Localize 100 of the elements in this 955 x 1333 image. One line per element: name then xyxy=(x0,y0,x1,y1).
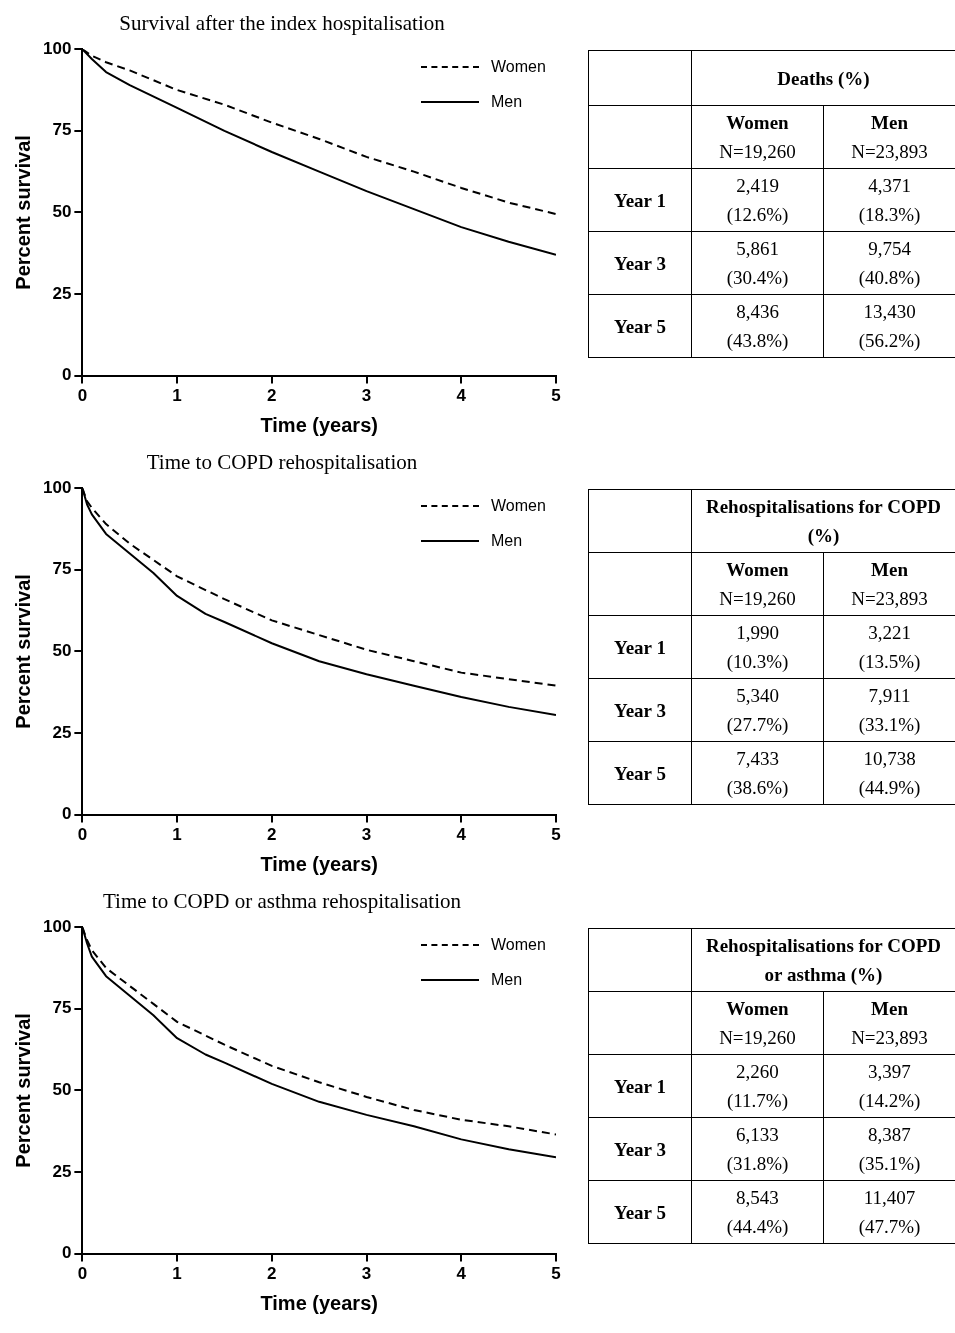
x-tick-label: 2 xyxy=(267,1264,277,1284)
text: 5,340 xyxy=(736,685,779,706)
text: Men xyxy=(871,112,908,133)
y-tick-label: 50 xyxy=(52,641,72,661)
y-axis-title: Percent survival xyxy=(11,135,34,290)
text: N=23,893 xyxy=(851,588,928,609)
y-tick-label: 50 xyxy=(52,1080,72,1100)
y-tick-label: 0 xyxy=(61,365,72,385)
x-axis-title: Time (years) xyxy=(260,1291,378,1314)
y-tick-label: 0 xyxy=(61,1243,72,1263)
y-tick-label: 25 xyxy=(52,283,72,303)
chart-title: Time to COPD rehospitalisation xyxy=(146,450,418,475)
text: N=19,260 xyxy=(719,1027,796,1048)
x-tick-label: 5 xyxy=(551,1264,561,1284)
x-tick-label: 5 xyxy=(551,825,561,845)
x-tick-label: 3 xyxy=(361,386,372,406)
text: 6,133 xyxy=(736,1124,779,1145)
text: 2,260 xyxy=(736,1061,779,1082)
text: 8,436 xyxy=(736,301,779,322)
text: Men xyxy=(871,998,908,1019)
y-tick-label: 100 xyxy=(42,38,72,58)
text: 1,990 xyxy=(736,622,779,643)
y-tick-label: 25 xyxy=(52,1161,72,1181)
y-tick-label: 75 xyxy=(52,559,72,579)
text: (40.8%) xyxy=(858,267,921,288)
text: 5,861 xyxy=(736,238,779,259)
text: 2,419 xyxy=(736,175,779,196)
x-tick-label: 0 xyxy=(77,1264,88,1284)
y-axis-title: Percent survival xyxy=(11,1013,34,1168)
x-tick-label: 1 xyxy=(172,1264,182,1284)
x-tick-label: 2 xyxy=(267,386,277,406)
text: 3,221 xyxy=(868,622,911,643)
text: 10,738 xyxy=(863,748,916,769)
legend-label: Women xyxy=(491,496,546,515)
y-tick-label: 0 xyxy=(61,804,72,824)
x-tick-label: 4 xyxy=(456,386,467,406)
text: (10.3%) xyxy=(726,651,789,672)
x-axis-title: Time (years) xyxy=(260,413,378,436)
text: 4,371 xyxy=(868,175,911,196)
text: (43.8%) xyxy=(726,330,789,351)
x-tick-label: 5 xyxy=(551,386,561,406)
text: Year 3 xyxy=(588,678,692,742)
text: (12.6%) xyxy=(726,204,789,225)
legend-label: Men xyxy=(491,531,523,550)
y-tick-label: 75 xyxy=(52,120,72,140)
text: 7,911 xyxy=(868,685,911,706)
y-tick-label: 100 xyxy=(42,916,72,936)
text: N=23,893 xyxy=(851,1027,928,1048)
x-tick-label: 4 xyxy=(456,1264,467,1284)
text: 9,754 xyxy=(868,238,911,259)
text: 8,543 xyxy=(736,1187,779,1208)
text: (44.4%) xyxy=(726,1216,789,1237)
x-tick-label: 3 xyxy=(361,1264,372,1284)
text: Deaths (%) xyxy=(691,50,955,106)
text: (13.5%) xyxy=(858,651,921,672)
text: (38.6%) xyxy=(726,777,789,798)
text: Year 5 xyxy=(588,741,692,805)
text: Year 1 xyxy=(588,168,692,232)
x-tick-label: 0 xyxy=(77,386,88,406)
x-axis-title: Time (years) xyxy=(260,852,378,875)
text: Year 3 xyxy=(588,1117,692,1181)
text: 7,433 xyxy=(736,748,779,769)
y-tick-label: 25 xyxy=(52,722,72,742)
text: (47.7%) xyxy=(858,1216,921,1237)
x-tick-label: 1 xyxy=(172,825,182,845)
text: (30.4%) xyxy=(726,267,789,288)
legend-label: Men xyxy=(491,970,523,989)
x-tick-label: 1 xyxy=(172,386,182,406)
x-tick-label: 2 xyxy=(267,825,277,845)
text: 11,407 xyxy=(863,1187,916,1208)
y-axis-title: Percent survival xyxy=(11,574,34,729)
text: 8,387 xyxy=(868,1124,911,1145)
y-tick-label: 100 xyxy=(42,477,72,497)
text: N=19,260 xyxy=(719,141,796,162)
text: (18.3%) xyxy=(858,204,921,225)
text: (14.2%) xyxy=(858,1090,921,1111)
text: Year 1 xyxy=(588,615,692,679)
text: (35.1%) xyxy=(858,1153,921,1174)
chart-title: Survival after the index hospitalisation xyxy=(119,11,446,36)
text: Year 5 xyxy=(588,1180,692,1244)
text: Men xyxy=(871,559,908,580)
text: Women xyxy=(726,112,789,133)
text: (11.7%) xyxy=(726,1090,788,1111)
text: (31.8%) xyxy=(726,1153,789,1174)
legend-label: Men xyxy=(491,92,523,111)
text: Rehospitalisations for COPD (%) xyxy=(691,489,955,553)
text: (44.9%) xyxy=(858,777,921,798)
text: Year 5 xyxy=(588,294,692,358)
text: Women xyxy=(726,559,789,580)
x-tick-label: 4 xyxy=(456,825,467,845)
x-tick-label: 0 xyxy=(77,825,88,845)
text: N=19,260 xyxy=(719,588,796,609)
chart-title: Time to COPD or asthma rehospitalisation xyxy=(103,889,462,914)
text: Women xyxy=(726,998,789,1019)
y-tick-label: 75 xyxy=(52,998,72,1018)
text: N=23,893 xyxy=(851,141,928,162)
text: Rehospitalisations for COPD or asthma (%) xyxy=(691,928,955,992)
y-tick-label: 50 xyxy=(52,202,72,222)
text: Year 1 xyxy=(588,1054,692,1118)
text: (56.2%) xyxy=(858,330,921,351)
